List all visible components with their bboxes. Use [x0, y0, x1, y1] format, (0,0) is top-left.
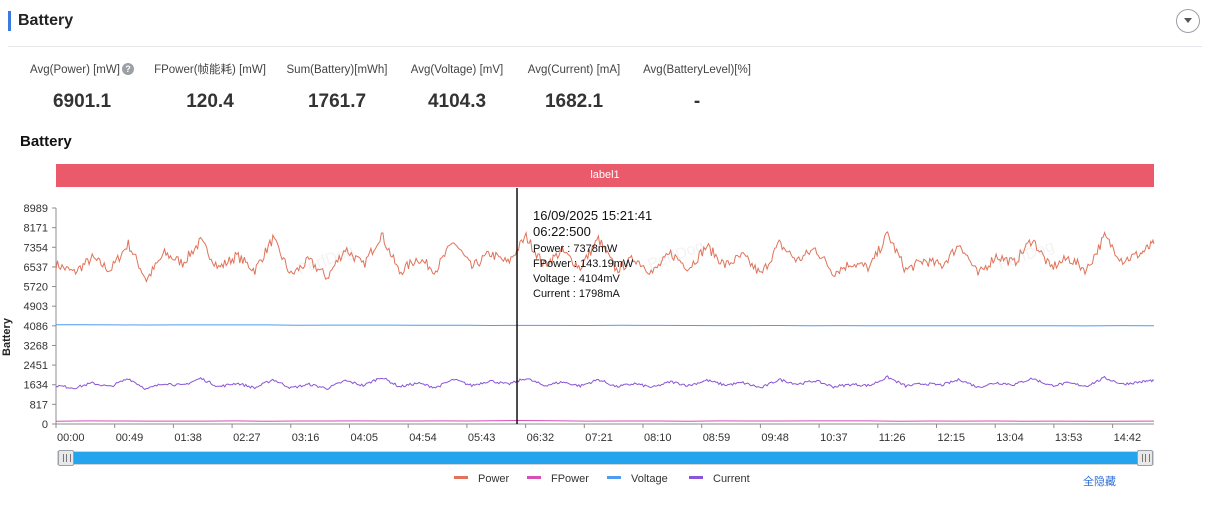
stat-avg-current: Avg(Current) [mA] 1682.1 [525, 62, 623, 113]
hide-all-link[interactable]: 全隐藏 [1083, 476, 1116, 488]
stat-fpower: FPower(帧能耗) [mW] 120.4 [152, 62, 268, 113]
stat-value: 1682.1 [544, 91, 604, 112]
label-band[interactable]: label1 [56, 164, 1154, 187]
stat-avg-battery-level: Avg(BatteryLevel)[%] - [640, 62, 754, 113]
stat-label: Avg(Power) [mW] [30, 64, 120, 76]
header-divider [8, 46, 1202, 47]
legend-swatch [454, 476, 468, 479]
legend-swatch [527, 476, 541, 479]
x-tick-label: 05:43 [468, 432, 496, 444]
section-accent-bar [8, 11, 11, 31]
legend-label: Power [478, 473, 510, 485]
series-line-voltage[interactable] [56, 324, 1155, 327]
legend-item-current[interactable]: Current [689, 473, 750, 485]
y-tick-label: 1634 [24, 380, 48, 392]
x-tick-label: 10:37 [820, 432, 848, 444]
y-tick-label: 5720 [24, 282, 48, 294]
legend-swatch [689, 476, 703, 479]
range-slider-left-handle[interactable] [58, 450, 74, 466]
stat-value: - [693, 91, 701, 112]
x-tick-label: 00:00 [57, 432, 85, 444]
legend-swatch [607, 476, 621, 479]
stat-label: Avg(Voltage) [mV] [410, 64, 504, 76]
y-tick-label: 6537 [24, 262, 48, 274]
legend-label: FPower [551, 473, 589, 485]
stat-value: 120.4 [186, 91, 234, 112]
help-icon[interactable]: ? [121, 63, 134, 75]
chart-axes: 0 817 1634 2451 3268 4086 4903 5720 6537 7354 8171… [1, 203, 1154, 444]
y-tick-label: 0 [42, 419, 48, 431]
y-tick-label: 4903 [24, 301, 48, 313]
y-tick-label: 8171 [24, 223, 48, 235]
y-tick-label: 7354 [24, 242, 48, 254]
x-tick-label: 02:27 [233, 432, 261, 444]
legend-item-power[interactable]: Power [454, 473, 509, 485]
x-tick-label: 04:05 [351, 432, 379, 444]
chart-title: Battery [20, 133, 72, 150]
collapse-button[interactable] [1176, 9, 1200, 33]
x-tick-label: 12:15 [938, 432, 966, 444]
x-tick-label: 08:59 [703, 432, 731, 444]
x-tick-label: 01:38 [174, 432, 202, 444]
series-line-current[interactable] [55, 375, 1155, 391]
watermarks: PerfDog PerfDog PerfDog [296, 238, 1057, 279]
x-tick-label: 08:10 [644, 432, 672, 444]
y-tick-label: 817 [30, 399, 48, 411]
range-slider-right-handle[interactable] [1137, 450, 1153, 466]
x-tick-label: 13:53 [1055, 432, 1083, 444]
section-header: Battery [0, 0, 1213, 46]
x-tick-label: 06:32 [527, 432, 555, 444]
x-tick-label: 13:04 [996, 432, 1024, 444]
legend-item-voltage[interactable]: Voltage [607, 473, 668, 485]
stat-value: 1761.7 [307, 91, 367, 112]
x-tick-label: 14:42 [1114, 432, 1142, 444]
y-tick-label: 2451 [24, 360, 48, 372]
stat-avg-power: Avg(Power) [mW]? 6901.1 [28, 62, 136, 113]
x-tick-label: 07:21 [585, 432, 613, 444]
stat-label: Sum(Battery)[mWh] [286, 64, 388, 76]
x-tick-label: 00:49 [116, 432, 144, 444]
x-tick-label: 11:26 [879, 432, 906, 444]
stat-label: Avg(Current) [mA] [527, 64, 621, 76]
y-axis-title: Battery [1, 317, 13, 356]
legend-label: Current [713, 473, 750, 485]
stat-avg-voltage: Avg(Voltage) [mV] 4104.3 [408, 62, 506, 113]
chart-series[interactable] [55, 230, 1155, 422]
x-tick-label: 04:54 [409, 432, 437, 444]
y-tick-label: 4086 [24, 321, 48, 333]
stat-label: FPower(帧能耗) [mW] [154, 64, 266, 76]
stat-sum-battery: Sum(Battery)[mWh] 1761.7 [284, 62, 390, 113]
range-slider-selection[interactable] [66, 452, 1146, 464]
section-title: Battery [18, 12, 74, 29]
stat-label: Avg(BatteryLevel)[%] [643, 64, 751, 76]
stat-value: 4104.3 [427, 91, 487, 112]
series-line-fpower[interactable] [55, 419, 1155, 422]
y-tick-label: 8989 [24, 203, 48, 215]
series-line-power[interactable] [55, 230, 1155, 283]
chevron-down-icon [1184, 18, 1192, 23]
legend-label: Voltage [631, 473, 668, 485]
legend-item-fpower[interactable]: FPower [527, 473, 589, 485]
x-tick-label: 09:48 [761, 432, 789, 444]
x-tick-label: 03:16 [292, 432, 320, 444]
y-tick-label: 3268 [24, 340, 48, 352]
watermark-text: PerfDog [996, 238, 1057, 274]
stat-value: 6901.1 [52, 91, 112, 112]
